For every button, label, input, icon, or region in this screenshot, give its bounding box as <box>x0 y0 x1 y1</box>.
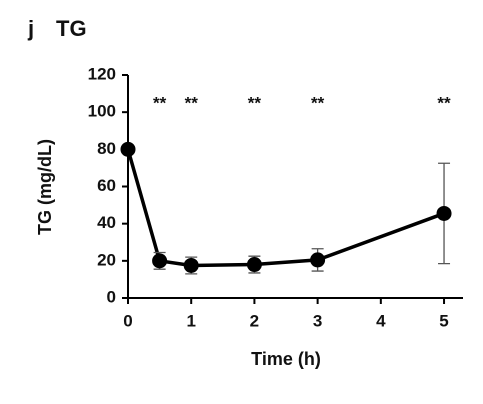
chart-title: TG <box>56 16 87 41</box>
x-tick-label: 0 <box>123 311 132 330</box>
data-point <box>310 252 326 268</box>
y-tick-label: 20 <box>97 250 116 269</box>
data-point <box>183 257 199 273</box>
series-line <box>126 148 445 268</box>
significance-label: ** <box>248 93 262 112</box>
x-tick-label: 5 <box>439 311 448 330</box>
significance-label: ** <box>437 93 451 112</box>
x-tick-label: 1 <box>186 311 195 330</box>
data-point <box>246 257 262 273</box>
x-tick-label: 3 <box>313 311 322 330</box>
panel-label: j <box>27 16 34 41</box>
y-tick-label: 60 <box>97 176 116 195</box>
data-point <box>436 205 452 221</box>
y-tick-label: 0 <box>107 287 116 306</box>
significance-label: ** <box>153 93 167 112</box>
y-tick-label: 120 <box>88 64 116 83</box>
significance-label: ** <box>185 93 199 112</box>
y-tick-label: 40 <box>97 213 116 232</box>
y-axis-label: TG (mg/dL) <box>35 139 55 235</box>
x-tick-label: 2 <box>250 311 259 330</box>
x-axis-label: Time (h) <box>251 349 321 369</box>
data-point <box>120 141 136 157</box>
data-point <box>152 253 168 269</box>
y-tick-label: 100 <box>88 102 116 121</box>
significance-label: ** <box>311 93 325 112</box>
x-tick-label: 4 <box>376 311 386 330</box>
y-tick-label: 80 <box>97 139 116 158</box>
